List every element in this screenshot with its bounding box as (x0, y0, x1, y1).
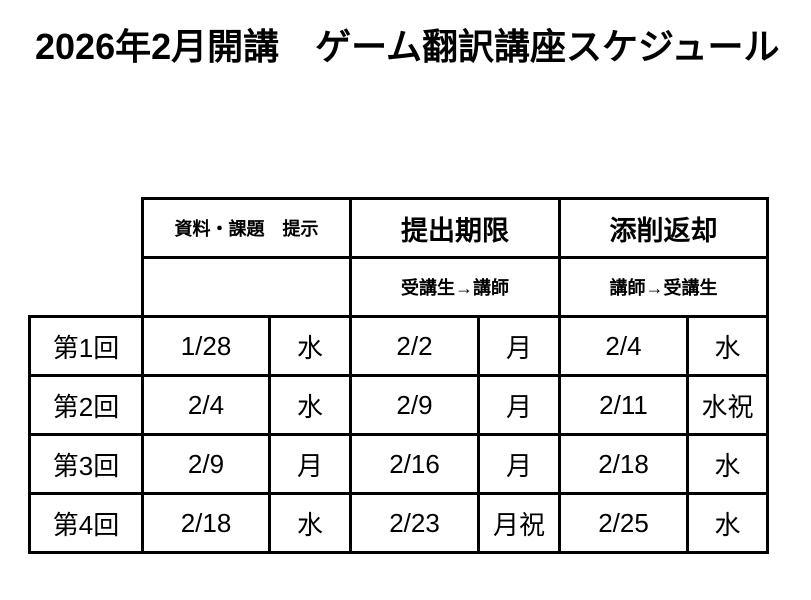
material-day-cell: 月 (268, 433, 352, 495)
session-cell: 第3回 (28, 433, 144, 495)
material-day-cell: 水 (268, 374, 352, 436)
subheader-materials-direction (141, 256, 352, 318)
submit-date-cell: 2/9 (349, 374, 480, 436)
return-date-cell: 2/18 (558, 433, 689, 495)
return-day-cell: 水祝 (686, 374, 769, 436)
header-corner-spacer (30, 199, 143, 258)
table-row: 第2回 2/4 水 2/9 月 2/11 水祝 (28, 374, 769, 436)
session-cell: 第4回 (28, 492, 144, 554)
submit-day-cell: 月 (477, 374, 561, 436)
material-day-cell: 水 (268, 492, 352, 554)
header-corner-spacer (30, 258, 143, 317)
header-row-main: 資料・課題 提示 提出期限 添削返却 (30, 197, 769, 259)
material-date-cell: 1/28 (141, 315, 271, 377)
page-title: 2026年2月開講 ゲーム翻訳講座スケジュール (35, 26, 780, 67)
material-date-cell: 2/9 (141, 433, 271, 495)
subheader-return-direction: 講師→受講生 (558, 256, 769, 318)
header-row-sub: 受講生→講師 講師→受講生 (30, 256, 769, 318)
submit-date-cell: 2/2 (349, 315, 480, 377)
return-date-cell: 2/11 (558, 374, 689, 436)
subheader-deadline-direction: 受講生→講師 (349, 256, 561, 318)
material-date-cell: 2/18 (141, 492, 271, 554)
return-day-cell: 水 (686, 315, 769, 377)
table-row: 第4回 2/18 水 2/23 月祝 2/25 水 (28, 492, 769, 554)
return-date-cell: 2/25 (558, 492, 689, 554)
submit-date-cell: 2/16 (349, 433, 480, 495)
session-cell: 第1回 (28, 315, 144, 377)
return-day-cell: 水 (686, 433, 769, 495)
submit-date-cell: 2/23 (349, 492, 480, 554)
return-day-cell: 水 (686, 492, 769, 554)
header-materials: 資料・課題 提示 (141, 197, 352, 259)
table-row: 第3回 2/9 月 2/16 月 2/18 水 (28, 433, 769, 495)
material-day-cell: 水 (268, 315, 352, 377)
table-row: 第1回 1/28 水 2/2 月 2/4 水 (28, 315, 769, 377)
material-date-cell: 2/4 (141, 374, 271, 436)
header-return: 添削返却 (558, 197, 769, 259)
submit-day-cell: 月 (477, 315, 561, 377)
return-date-cell: 2/4 (558, 315, 689, 377)
submit-day-cell: 月祝 (477, 492, 561, 554)
submit-day-cell: 月 (477, 433, 561, 495)
header-deadline: 提出期限 (349, 197, 561, 259)
schedule-table: 資料・課題 提示 提出期限 添削返却 受講生→講師 講師→受講生 第1回 1/2… (28, 197, 769, 554)
session-cell: 第2回 (28, 374, 144, 436)
